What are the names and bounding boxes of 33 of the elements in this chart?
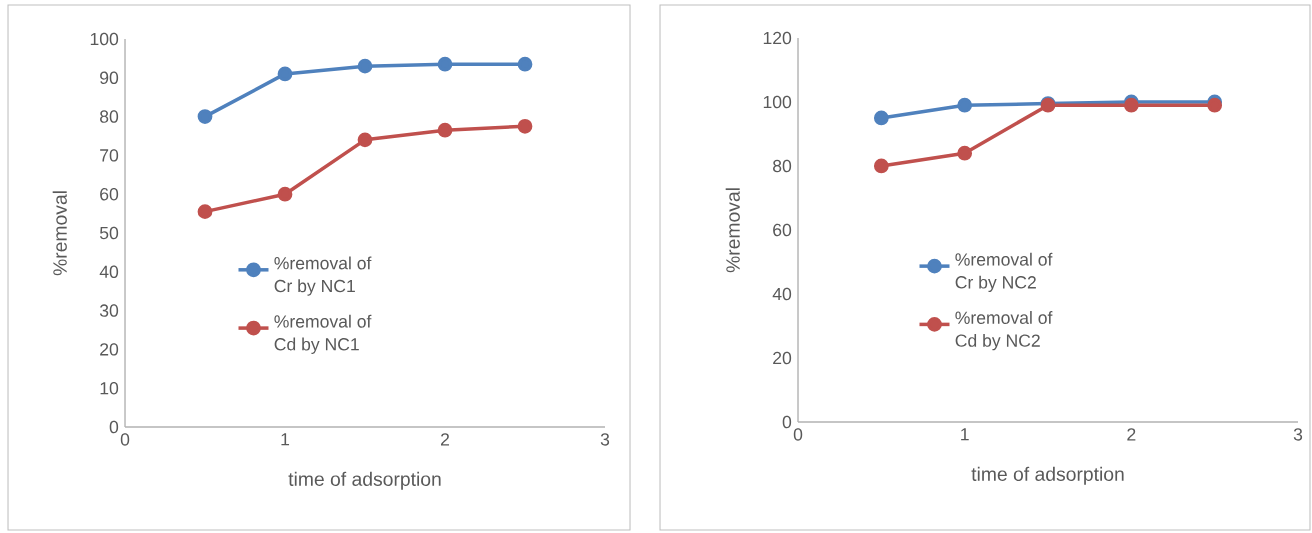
x-tick-label: 3: [1293, 428, 1303, 441]
y-tick-label: 80: [773, 159, 792, 173]
y-tick-label: 90: [100, 71, 119, 84]
x-tick-label: 0: [793, 428, 803, 441]
x-tick-label: 0: [120, 433, 130, 446]
y-tick-label: 70: [100, 149, 119, 162]
y-tick-label: 40: [772, 287, 792, 301]
x-tick-label: 1: [961, 428, 969, 441]
x-tick-label: 3: [600, 433, 610, 446]
y-axis-title: %removal: [52, 191, 67, 276]
y-tick-label: 0: [782, 415, 792, 429]
y-tick-label: 20: [773, 351, 792, 365]
y-tick-label: 100: [763, 95, 792, 109]
y-tick-label: 20: [100, 343, 119, 356]
y-tick-label: 40: [99, 265, 119, 278]
x-tick-label: 2: [441, 433, 450, 446]
y-tick-label: 30: [99, 304, 119, 317]
y-tick-label: 60: [773, 223, 792, 237]
legend-label: %removal of Cd by NC2: [955, 311, 1053, 351]
y-tick-label: 120: [763, 31, 792, 45]
x-axis-title: time of adsorption: [288, 471, 441, 490]
legend-label: %removal of Cd by NC1: [274, 314, 372, 354]
x-tick-label: 1: [281, 433, 290, 446]
y-tick-label: 50: [99, 226, 119, 240]
y-tick-label: 80: [100, 110, 119, 123]
y-tick-label: 60: [100, 187, 119, 201]
y-axis-title: %removal: [725, 188, 740, 273]
y-tick-label: 10: [100, 381, 119, 395]
legend-label: %removal of Cr by NC1: [274, 256, 372, 296]
y-tick-label: 100: [90, 32, 119, 46]
x-axis-title: time of adsorption: [971, 466, 1124, 485]
legend-label: %removal of Cr by NC2: [955, 252, 1053, 293]
x-tick-label: 2: [1127, 428, 1136, 441]
